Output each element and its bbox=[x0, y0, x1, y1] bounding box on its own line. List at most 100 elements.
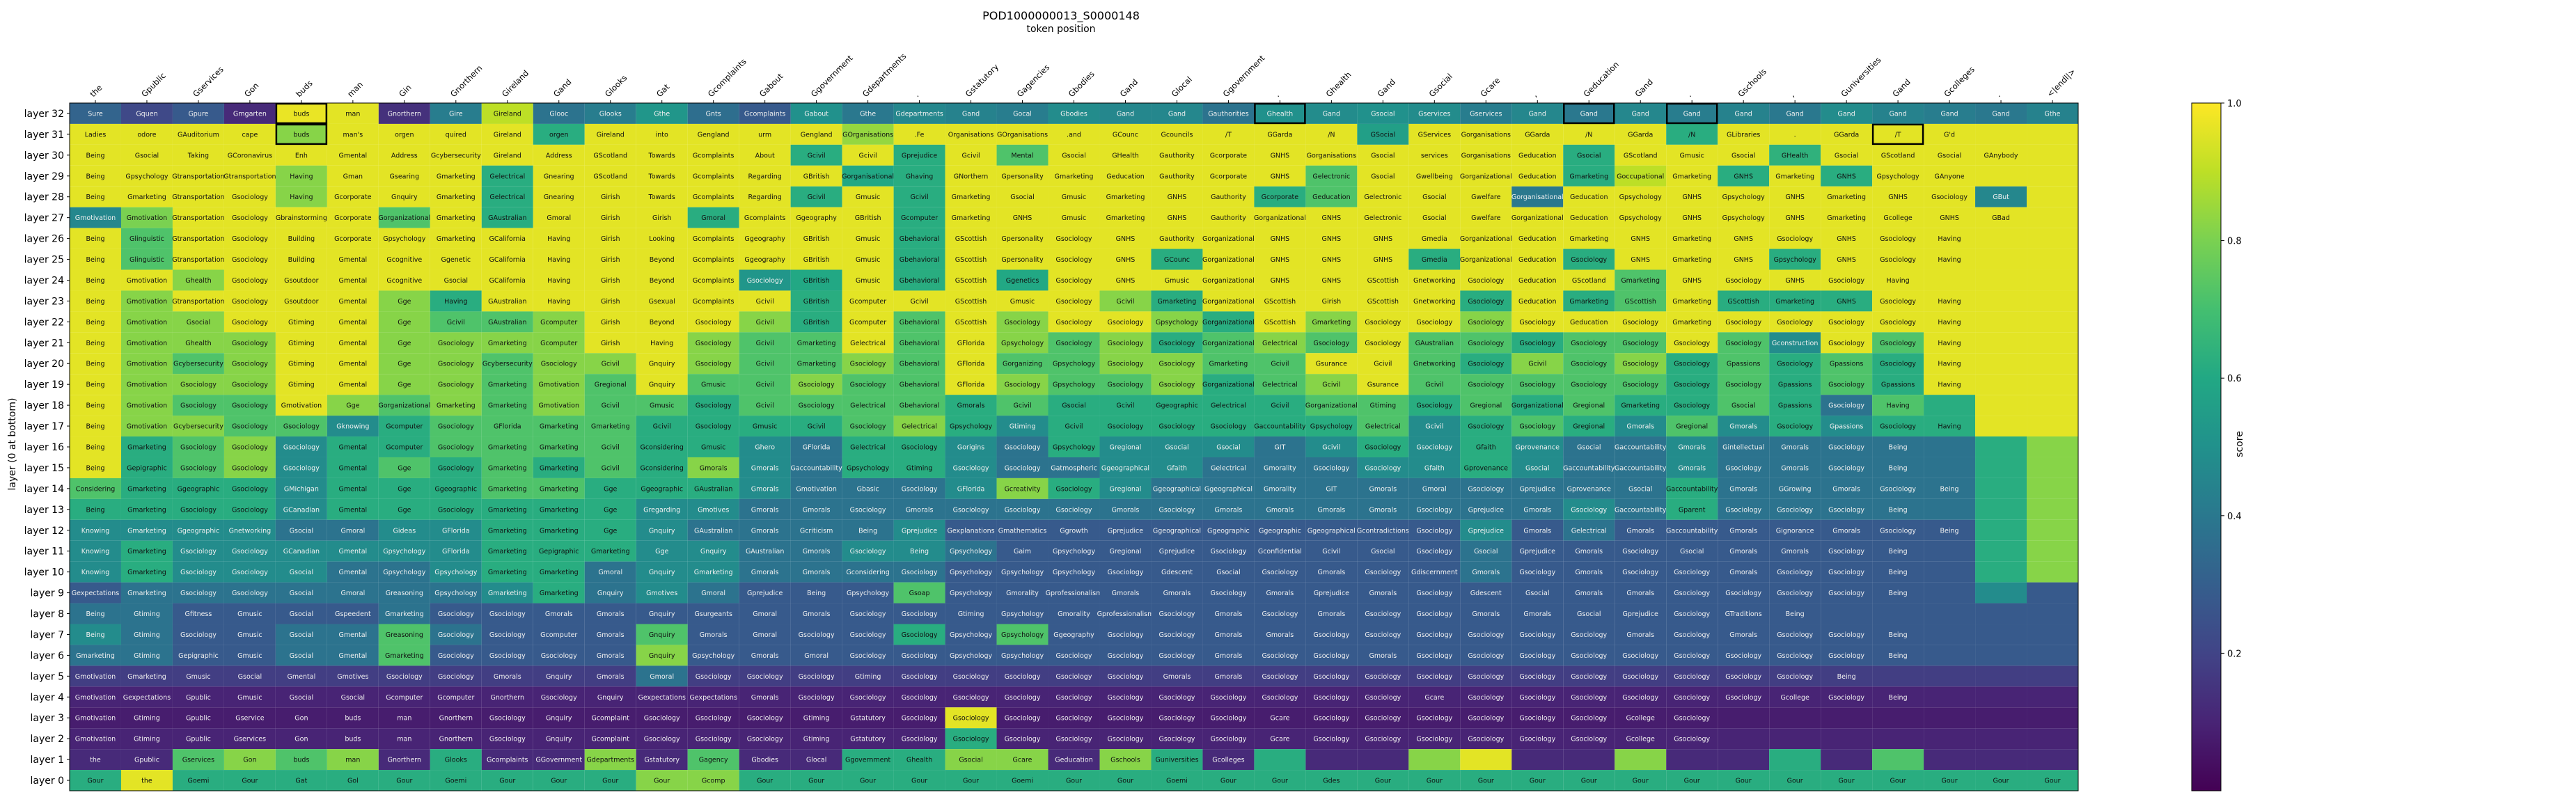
cell-label: Geducation bbox=[1570, 194, 1608, 201]
heatmap-cell bbox=[1202, 290, 1255, 312]
cell-label: cape bbox=[242, 131, 258, 139]
cell-label: Gmotivation bbox=[127, 319, 167, 326]
cell-label: Gsociology bbox=[1365, 715, 1401, 723]
heatmap-cell bbox=[790, 624, 842, 645]
heatmap-cell bbox=[1099, 582, 1152, 604]
heatmap-cell bbox=[1460, 519, 1512, 541]
heatmap-cell bbox=[687, 749, 739, 771]
heatmap-cell bbox=[1151, 582, 1203, 604]
heatmap-cell bbox=[430, 228, 482, 249]
heatmap-cell bbox=[1357, 686, 1409, 708]
cell-label: Gsociology bbox=[541, 694, 577, 702]
heatmap-cell bbox=[223, 186, 276, 207]
cell-label: GNHS bbox=[1837, 235, 1856, 243]
cell-label: Gsociology bbox=[1828, 402, 1864, 410]
cell-label: Gsociology bbox=[1365, 464, 1401, 472]
cell-label: Gservices bbox=[1470, 110, 1502, 118]
y-tick-label: layer 28 bbox=[24, 192, 64, 203]
cell-label: Gsociology bbox=[1005, 715, 1041, 723]
y-tick-label: layer 10 bbox=[24, 567, 64, 578]
cell-label: Gmarketing bbox=[488, 444, 527, 452]
cell-label: Gsociology bbox=[1108, 569, 1144, 576]
cell-label: Gcivil bbox=[602, 464, 620, 472]
cell-label: Gsociology bbox=[1828, 381, 1864, 389]
cell-label: Gcomplaints bbox=[744, 214, 786, 222]
heatmap-cell bbox=[739, 624, 791, 645]
cell-label: Being bbox=[910, 548, 929, 555]
cell-label: Gge bbox=[398, 485, 411, 493]
colorbar-tick-label: 1.0 bbox=[2227, 99, 2242, 109]
heatmap-cell bbox=[1666, 540, 1718, 562]
heatmap-cell bbox=[70, 332, 121, 354]
heatmap-cell bbox=[584, 686, 636, 708]
cell-label: Gtransportation bbox=[172, 235, 224, 243]
heatmap-cell bbox=[1563, 332, 1615, 354]
heatmap-cell bbox=[1099, 269, 1152, 291]
cell-label: Being bbox=[1940, 527, 1959, 535]
cell-label: Gsociology bbox=[1313, 631, 1349, 639]
cell-label: Gmarketing bbox=[437, 173, 476, 180]
cell-label: Gcivil bbox=[602, 361, 620, 368]
heatmap-cell bbox=[1872, 353, 1924, 375]
cell-label: Gmorals bbox=[1112, 506, 1140, 514]
cell-label: Ggenetics bbox=[1006, 277, 1039, 285]
heatmap-cell bbox=[1151, 686, 1203, 708]
heatmap-cell bbox=[1151, 770, 1203, 791]
heatmap-cell bbox=[1821, 561, 1873, 583]
heatmap-cell bbox=[223, 436, 276, 457]
heatmap-cell bbox=[1615, 353, 1667, 375]
heatmap-cell bbox=[1511, 749, 1564, 771]
cell-label: Gexpectations bbox=[689, 694, 737, 702]
heatmap-cell bbox=[1769, 457, 1821, 478]
cell-label: Gnquiry bbox=[649, 610, 675, 618]
heatmap-cell bbox=[275, 665, 327, 687]
heatmap-cell bbox=[430, 103, 482, 124]
heatmap-cell bbox=[1202, 665, 1255, 687]
cell-label: Gmarketing bbox=[540, 485, 579, 493]
heatmap-cell bbox=[1615, 561, 1667, 583]
heatmap-cell bbox=[1615, 186, 1667, 207]
heatmap-cell bbox=[636, 395, 688, 416]
cell-label: Gsociology bbox=[1777, 569, 1813, 576]
heatmap-cell bbox=[172, 186, 224, 207]
heatmap-cell bbox=[1048, 123, 1100, 145]
heatmap-cell bbox=[636, 165, 688, 187]
heatmap-cell bbox=[1769, 582, 1821, 604]
cell-label: Gfitness bbox=[185, 610, 212, 618]
cell-label: Gsociology bbox=[1571, 506, 1607, 514]
cell-label: Gsociology bbox=[180, 569, 217, 576]
cell-label: Gmental bbox=[339, 152, 368, 159]
heatmap-cell bbox=[1305, 749, 1358, 771]
cell-label: Gsociology bbox=[438, 381, 474, 389]
heatmap-cell bbox=[378, 686, 430, 708]
heatmap-cell bbox=[327, 728, 379, 750]
heatmap-cell bbox=[1048, 498, 1100, 520]
cell-label: Gsociology bbox=[1005, 444, 1041, 452]
heatmap-cell bbox=[70, 374, 121, 395]
cell-label: GNHS bbox=[1374, 256, 1393, 264]
cell-label: GAustralian bbox=[746, 548, 784, 555]
cell-label: Gmarketing bbox=[127, 194, 166, 201]
cell-label: Gcivil bbox=[1116, 298, 1134, 306]
cell-label: GFlorida bbox=[442, 548, 470, 555]
cell-label: Gsociology bbox=[1468, 652, 1504, 660]
cell-label: Girish bbox=[601, 214, 620, 222]
cell-label: Gsociology bbox=[1210, 548, 1246, 555]
cell-label: Gand bbox=[962, 110, 980, 118]
cell-label: Gsociology bbox=[850, 631, 886, 639]
y-tick-label: layer 2 bbox=[31, 734, 64, 745]
heatmap-cell bbox=[739, 123, 791, 145]
cell-label: Gmorals bbox=[1575, 590, 1603, 597]
heatmap-cell bbox=[1769, 207, 1821, 228]
cell-label: Gmarketing bbox=[952, 194, 991, 201]
heatmap-cell bbox=[945, 624, 997, 645]
cell-label: Gtiming bbox=[906, 464, 933, 472]
heatmap-cell bbox=[1460, 416, 1512, 437]
heatmap-cell bbox=[1563, 478, 1615, 499]
heatmap-cell bbox=[1511, 686, 1564, 708]
heatmap-cell bbox=[1357, 582, 1409, 604]
heatmap-cell bbox=[1821, 498, 1873, 520]
cell-label: Sure bbox=[88, 110, 103, 118]
heatmap-cell bbox=[533, 498, 585, 520]
cell-label: Gsocial bbox=[341, 694, 365, 702]
